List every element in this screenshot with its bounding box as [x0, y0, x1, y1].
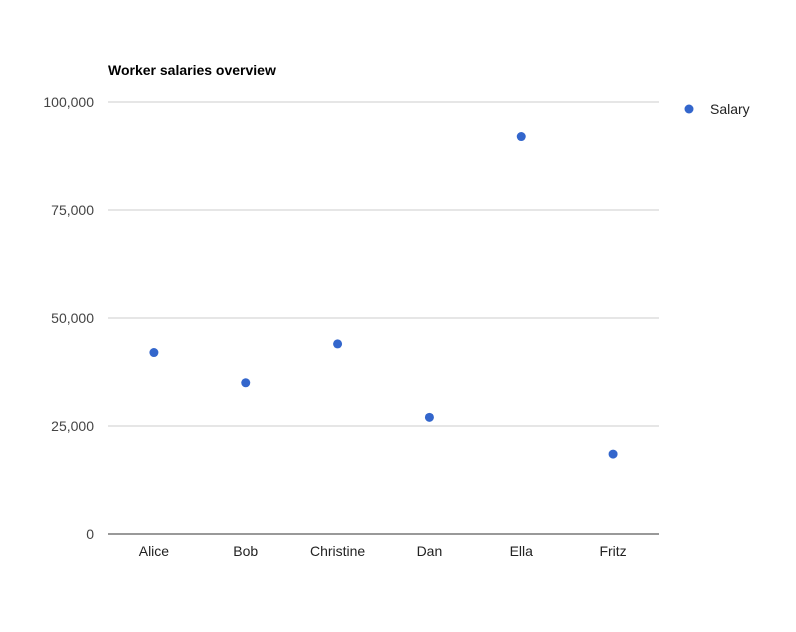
data-point[interactable]: [516, 132, 526, 142]
y-tick-label: 75,000: [51, 202, 94, 218]
data-point[interactable]: [333, 339, 343, 349]
legend: Salary: [684, 101, 750, 117]
y-tick-label: 0: [86, 526, 94, 542]
x-tick-label: Alice: [139, 543, 170, 559]
x-tick-label: Ella: [510, 543, 534, 559]
y-tick-label: 25,000: [51, 418, 94, 434]
chart-title: Worker salaries overview: [108, 62, 276, 78]
y-tick-label: 100,000: [43, 94, 94, 110]
data-point[interactable]: [608, 449, 618, 459]
y-axis: 0 25,000 50,000 75,000 100,000: [43, 94, 94, 542]
legend-marker: [684, 104, 694, 114]
legend-label: Salary: [710, 101, 750, 117]
y-tick-label: 50,000: [51, 310, 94, 326]
x-tick-label: Bob: [233, 543, 258, 559]
data-points: [149, 132, 618, 459]
gridlines: [108, 101, 659, 427]
x-tick-label: Dan: [417, 543, 443, 559]
data-point[interactable]: [241, 378, 251, 388]
data-point[interactable]: [149, 348, 159, 358]
x-axis: Alice Bob Christine Dan Ella Fritz: [108, 533, 659, 559]
data-point[interactable]: [424, 412, 434, 422]
x-tick-label: Christine: [310, 543, 365, 559]
x-tick-label: Fritz: [599, 543, 626, 559]
